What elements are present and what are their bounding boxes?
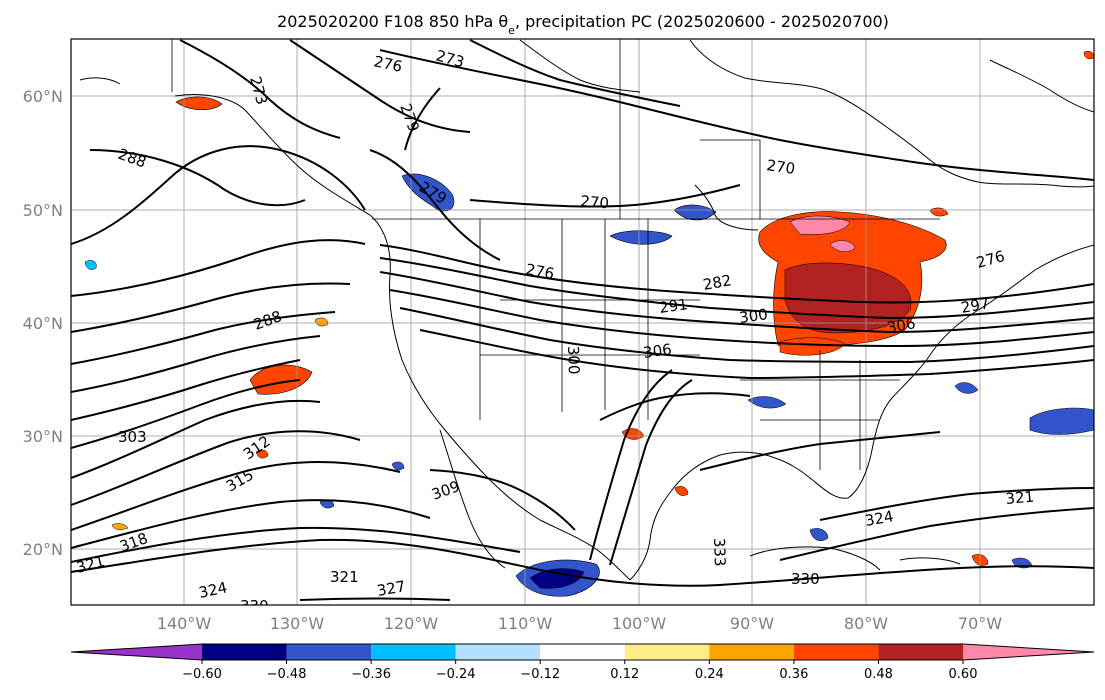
lon-label: 100°W (612, 614, 667, 633)
lat-label: 20°N (23, 540, 63, 559)
colorbar-tick-label: 0.48 (864, 667, 893, 682)
contour-label: 333 (710, 538, 729, 567)
contour-label: 324 (864, 507, 895, 530)
contour-label: 300 (738, 305, 769, 327)
lon-label: 90°W (730, 614, 774, 633)
colorbar-tick-label: −0.36 (351, 667, 391, 682)
contour-label: 321 (330, 568, 359, 586)
contour-label: 330 (240, 597, 269, 615)
colorbar-tick-label: −0.48 (267, 667, 307, 682)
lon-label: 120°W (384, 614, 439, 633)
contour-label: 303 (118, 428, 147, 446)
colorbar-segment (878, 644, 963, 660)
contour-label: 330 (791, 570, 820, 588)
contour-label: 300 (564, 346, 583, 375)
colorbar: −0.60 −0.48 −0.36 −0.24 −0.12 0.12 0.24 0.36 0.4… (70, 643, 1095, 682)
colorbar-tick-label: −0.60 (182, 667, 222, 682)
lon-label: 130°W (270, 614, 325, 633)
colorbar-tick-label: 0.36 (779, 667, 808, 682)
lat-labels: 60°N 50°N 40°N 30°N 20°N (23, 87, 63, 559)
colorbar-segment (371, 644, 456, 660)
theta-e-contours (71, 39, 1094, 601)
map-frame (70, 38, 1095, 606)
map-area (71, 39, 1094, 605)
contour-label: 276 (524, 260, 555, 283)
contour-label: 324 (197, 578, 229, 602)
lon-label: 110°W (498, 614, 553, 633)
contour-label: 321 (1005, 488, 1035, 508)
lon-label: 80°W (844, 614, 888, 633)
contour-label: 270 (765, 156, 796, 178)
lat-label: 40°N (23, 314, 63, 333)
colorbar-extend-high (963, 644, 1094, 660)
contour-labels: 273 276 279 273 288 270 270 279 276 282 … (74, 46, 1035, 615)
colorbar-segment (202, 644, 287, 660)
colorbar-extend-low (71, 644, 202, 660)
contour-label: 282 (702, 271, 733, 294)
colorbar-segment (540, 644, 625, 660)
colorbar-tick-label: 0.60 (949, 667, 978, 682)
map-title: 2025020200 F108 850 hPa θe, precipitatio… (277, 12, 889, 37)
lat-label: 60°N (23, 87, 63, 106)
contour-label: 270 (580, 192, 610, 212)
contour-label: 306 (886, 314, 917, 337)
lat-label: 30°N (23, 427, 63, 446)
colorbar-tick-label: −0.24 (436, 667, 476, 682)
contour-label: 276 (372, 52, 404, 76)
colorbar-segment (793, 644, 879, 660)
colorbar-tick-label: 0.12 (610, 667, 639, 682)
colorbar-segment (455, 644, 541, 660)
precipitation-shading (84, 51, 1094, 597)
colorbar-segment (709, 644, 794, 660)
lon-labels: 140°W 130°W 120°W 110°W 100°W 90°W 80°W … (157, 614, 1002, 633)
contour-label: 291 (658, 295, 689, 317)
colorbar-tick-label: −0.12 (520, 667, 560, 682)
graticule (71, 39, 1094, 605)
lon-label: 140°W (157, 614, 212, 633)
contour-label: 297 (960, 294, 991, 317)
colorbar-segment (286, 644, 372, 660)
contour-label: 327 (376, 577, 407, 600)
contour-label: 306 (642, 340, 673, 362)
lon-label: 70°W (958, 614, 1002, 633)
colorbar-segment (624, 644, 710, 660)
lat-label: 50°N (23, 201, 63, 220)
colorbar-tick-label: 0.24 (695, 667, 724, 682)
